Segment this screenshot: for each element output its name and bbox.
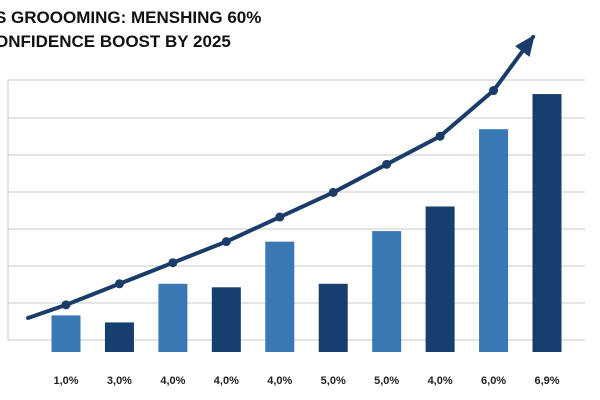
x-tick-label-2: 4,0% — [160, 375, 185, 387]
trend-arrow-head — [515, 34, 535, 57]
x-tick-label-4: 4,0% — [267, 375, 292, 387]
bar-5 — [318, 283, 348, 352]
trend-point-2 — [168, 258, 178, 268]
trend-point-1 — [114, 279, 124, 289]
bar-3 — [211, 287, 241, 352]
bar-6 — [372, 231, 402, 352]
trend-point-6 — [382, 159, 392, 169]
x-tick-label-6: 5,0% — [374, 375, 399, 387]
trend-point-4 — [275, 212, 285, 222]
bar-0 — [51, 315, 81, 352]
x-tick-label-8: 6,0% — [481, 375, 506, 387]
trend-point-7 — [435, 131, 445, 141]
trend-line — [26, 34, 535, 320]
trend-point-5 — [328, 187, 338, 197]
x-tick-label-0: 1,0% — [53, 375, 78, 387]
x-tick-labels: 1,0% 3,0% 4,0% 4,0% 4,0% 5,0% 5,0% 4,0% 6,0% 6,9% — [53, 375, 559, 387]
trend-point-3 — [221, 237, 231, 247]
bar-1 — [104, 322, 134, 352]
bar-8 — [479, 129, 509, 352]
bar-7 — [425, 206, 455, 352]
bar-9 — [532, 94, 562, 353]
chart-title-line-1: S GROOOMING: MENSHING 60% — [0, 8, 261, 27]
x-tick-label-3: 4,0% — [214, 375, 239, 387]
x-tick-label-5: 5,0% — [321, 375, 346, 387]
x-tick-label-7: 4,0% — [428, 375, 453, 387]
trend-point-8 — [489, 86, 499, 96]
bars — [51, 94, 562, 353]
trend-point-0 — [61, 300, 71, 310]
x-tick-label-9: 6,9% — [534, 375, 559, 387]
bar-2 — [158, 283, 188, 352]
grid — [7, 79, 585, 341]
chart-title-line-2: ONFIDENCE BOOST BY 2025 — [0, 32, 231, 51]
bar-4 — [265, 241, 295, 352]
x-tick-label-1: 3,0% — [107, 375, 132, 387]
